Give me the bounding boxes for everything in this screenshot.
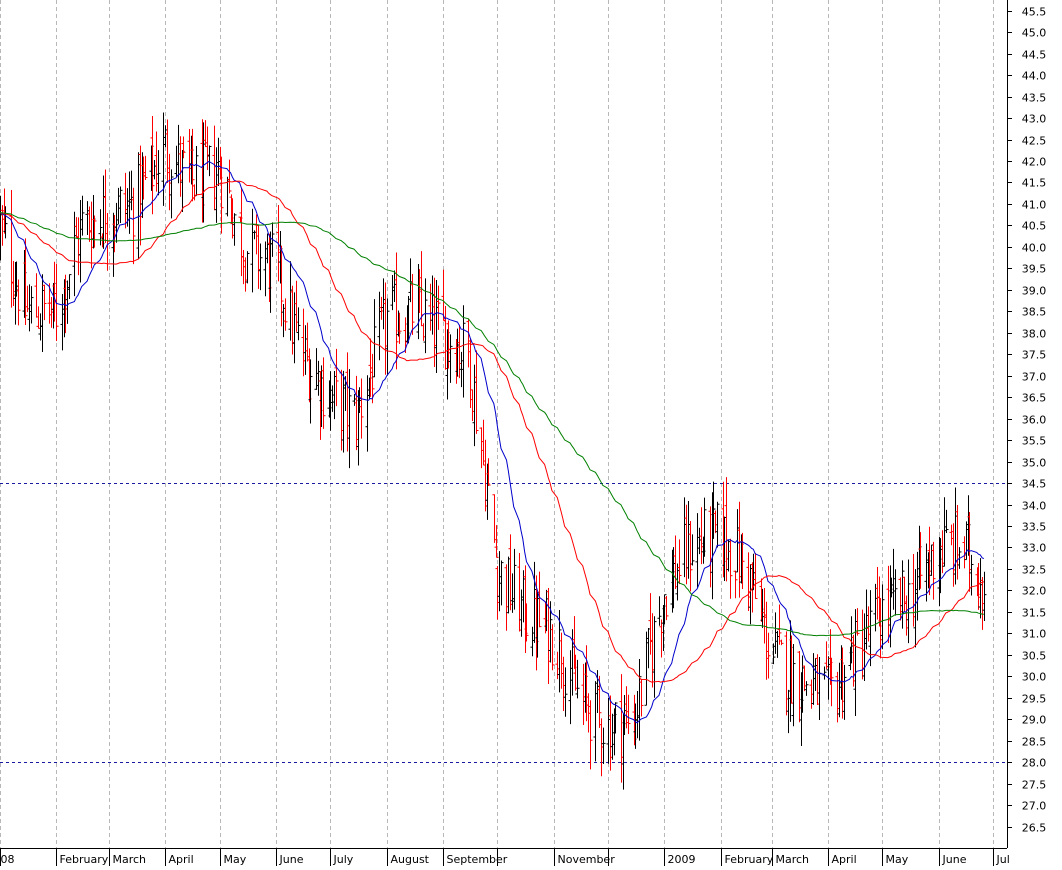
y-tick-label: 42.5 (1022, 135, 1047, 148)
x-tick-label: July (333, 853, 354, 866)
x-tick-label: June (279, 853, 304, 866)
x-tick-label: November (558, 853, 616, 866)
x-tick-label: February (60, 853, 109, 866)
moving-average-20-line (0, 160, 985, 724)
y-tick-label: 33.5 (1022, 521, 1047, 534)
x-tick-label: March (776, 853, 810, 866)
y-tick-label: 44.0 (1022, 70, 1047, 83)
y-tick-label: 29.5 (1022, 693, 1047, 706)
y-tick-label: 40.5 (1022, 220, 1047, 233)
y-tick-label: 37.5 (1022, 349, 1047, 362)
y-tick-label: 35.0 (1022, 457, 1047, 470)
x-tick-label: Jul (996, 853, 1010, 866)
y-tick-label: 30.5 (1022, 650, 1047, 663)
y-tick-label: 41.5 (1022, 177, 1047, 190)
x-tick-label: May (886, 853, 909, 866)
x-tick-label: 2009 (668, 853, 696, 866)
y-tick-label: 43.0 (1022, 113, 1047, 126)
y-tick-label: 36.5 (1022, 392, 1047, 405)
y-tick-label: 45.5 (1022, 6, 1047, 19)
y-tick-label: 29.0 (1022, 714, 1047, 727)
y-tick-label: 41.0 (1022, 199, 1047, 212)
x-tick-label: March (113, 853, 147, 866)
x-tick-label: April (169, 853, 194, 866)
y-tick-label: 28.5 (1022, 736, 1047, 749)
y-tick-label: 35.5 (1022, 435, 1047, 448)
y-tick-label: 33.0 (1022, 542, 1047, 555)
y-tick-label: 31.0 (1022, 628, 1047, 641)
y-tick-label: 31.5 (1022, 607, 1047, 620)
x-axis: 2008FebruaryMarchAprilMayJuneJulyAugustS… (0, 848, 1010, 866)
y-tick-label: 26.5 (1022, 822, 1047, 835)
y-tick-label: 40.0 (1022, 242, 1047, 255)
y-tick-label: 38.0 (1022, 328, 1047, 341)
y-tick-label: 39.0 (1022, 285, 1047, 298)
y-tick-label: 27.5 (1022, 779, 1047, 792)
y-axis: 26.5 27.0 27.5 28.0 28.5 29.0 29.5 30.0 30.5 31.0… (1007, 0, 1046, 848)
x-tick-label: 2008 (0, 853, 15, 866)
y-tick-label: 45.0 (1022, 27, 1047, 40)
y-tick-label: 28.0 (1022, 757, 1047, 770)
y-tick-label: 37.0 (1022, 371, 1047, 384)
moving-average-100-line (0, 212, 984, 637)
price-bars (0, 112, 987, 790)
y-tick-label: 34.0 (1022, 500, 1047, 513)
y-tick-label: 38.5 (1022, 306, 1047, 319)
x-tick-label: August (391, 853, 430, 866)
y-tick-label: 43.5 (1022, 92, 1047, 105)
moving-averages (0, 160, 985, 724)
x-tick-label: September (447, 853, 508, 866)
y-tick-label: 32.5 (1022, 564, 1047, 577)
y-tick-label: 30.0 (1022, 671, 1047, 684)
x-tick-label: April (832, 853, 857, 866)
y-tick-label: 32.0 (1022, 585, 1047, 598)
moving-average-50-line (0, 180, 985, 683)
y-tick-label: 34.5 (1022, 478, 1047, 491)
x-tick-label: May (224, 853, 247, 866)
y-tick-label: 44.5 (1022, 49, 1047, 62)
y-tick-label: 27.0 (1022, 800, 1047, 813)
x-tick-label: February (725, 853, 774, 866)
y-tick-label: 42.0 (1022, 156, 1047, 169)
x-tick-label: June (942, 853, 967, 866)
y-tick-label: 39.5 (1022, 263, 1047, 276)
y-tick-label: 36.0 (1022, 414, 1047, 427)
